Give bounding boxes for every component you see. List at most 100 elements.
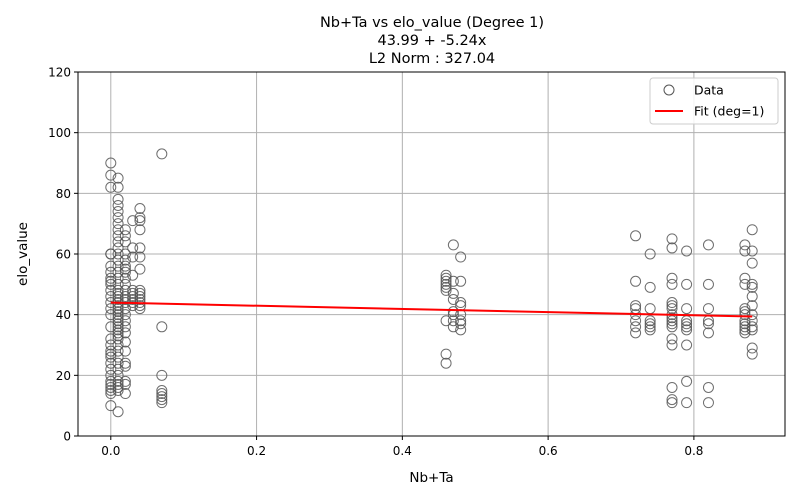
data-point-38 [112,230,124,242]
data-point-43 [112,260,124,272]
data-point-120 [134,290,146,302]
data-point-115 [134,242,146,254]
data-point-135 [440,275,452,287]
data-point-210 [739,272,751,284]
data-point-111 [134,203,146,214]
data-point-191 [681,278,693,290]
chart-title-line-2: 43.99 + -5.24x [378,33,487,49]
data-point-145 [447,294,459,305]
data-point-62 [112,330,124,342]
data-point-55 [112,309,124,321]
data-point-23 [105,369,117,381]
data-point-189 [666,397,678,409]
data-point-14 [105,309,117,321]
data-point-76 [119,230,131,242]
data-point-40 [112,242,124,254]
data-point-95 [119,345,131,357]
data-point-59 [112,321,124,333]
data-point-9 [105,278,117,290]
data-point-45 [112,272,124,284]
data-point-148 [447,315,459,327]
data-point-110 [127,300,139,312]
data-point-1 [105,169,117,181]
data-point-123 [134,300,146,312]
data-point-133 [440,269,452,281]
data-point-222 [746,257,758,269]
data-point-220 [746,224,758,236]
data-point-232 [746,348,758,360]
data-point-171 [644,321,656,333]
data-point-102 [127,242,139,254]
data-point-46 [112,278,124,290]
data-point-112 [134,212,146,224]
chart-title-line-3: L2 Norm : 327.04 [369,51,495,67]
data-point-97 [119,360,131,372]
data-point-173 [666,233,678,245]
data-point-99 [119,378,131,390]
x-tick-label-3: 0.6 [539,444,558,458]
data-point-116 [134,251,146,263]
data-point-216 [739,318,751,330]
data-point-108 [127,294,139,305]
data-point-186 [666,339,678,351]
data-point-20 [105,351,117,363]
data-point-31 [112,181,124,193]
data-point-177 [666,297,678,309]
data-point-44 [112,266,124,278]
data-point-65 [112,345,124,357]
data-point-80 [119,260,131,272]
x-tick-label-1: 0.2 [247,444,266,458]
data-point-195 [681,321,693,333]
data-point-94 [119,336,131,348]
data-point-7 [105,272,117,284]
data-point-212 [739,303,751,315]
data-point-10 [105,284,117,296]
data-point-5 [105,260,117,272]
chart-title: Nb+Ta vs elo_value (Degree 1) 43.99 + -5… [320,15,544,67]
data-point-150 [455,251,467,263]
data-point-101 [127,215,139,227]
data-point-84 [119,278,131,290]
legend-fit-label: Fit (deg=1) [694,104,764,119]
data-point-52 [112,300,124,312]
fit-line-group [110,301,753,318]
data-point-58 [112,318,124,330]
data-point-192 [681,303,693,315]
data-point-129 [156,388,168,400]
y-tick-label-6: 120 [48,66,71,80]
data-point-163 [630,315,642,327]
data-point-137 [440,281,452,293]
data-point-90 [119,309,131,321]
data-point-174 [666,242,678,254]
data-point-36 [112,218,124,230]
data-point-225 [746,290,758,302]
data-point-226 [746,300,758,312]
data-point-159 [630,275,642,287]
data-point-206 [702,381,714,393]
data-point-93 [119,327,131,339]
data-point-71 [112,378,124,390]
data-point-179 [666,303,678,315]
y-tick-label-4: 80 [56,187,71,201]
data-point-104 [127,269,139,281]
data-point-60 [112,324,124,336]
legend-data-label: Data [694,83,724,98]
data-point-79 [119,254,131,266]
legend-data-marker [663,84,675,96]
data-point-17 [105,339,117,351]
data-point-24 [105,375,117,387]
data-point-199 [681,397,693,409]
y-axis-label: elo_value [15,222,31,286]
data-point-160 [630,300,642,312]
legend-box [649,77,779,125]
data-point-0 [105,157,117,169]
data-point-156 [455,318,467,330]
data-point-113 [134,215,146,227]
data-point-34 [112,206,124,218]
y-tick-label-5: 100 [48,126,71,140]
data-point-208 [739,239,751,251]
y-tick-label-0: 0 [63,430,71,444]
data-point-211 [739,278,751,290]
data-point-204 [702,318,714,330]
